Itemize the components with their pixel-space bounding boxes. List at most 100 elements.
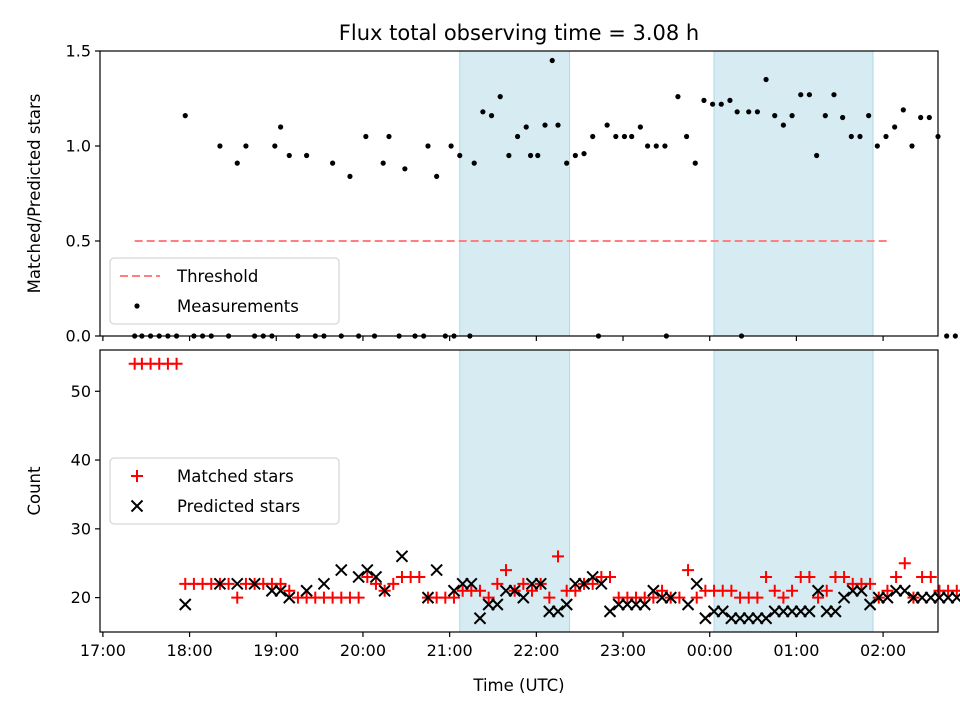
data-point	[803, 605, 816, 618]
data-point	[234, 160, 240, 166]
data-point	[866, 113, 872, 119]
data-point	[772, 113, 778, 119]
chart-title: Flux total observing time = 3.08 h	[339, 21, 699, 45]
data-point	[789, 113, 795, 119]
data-point	[352, 570, 365, 584]
data-point	[361, 570, 374, 583]
data-point	[465, 577, 478, 591]
data-point	[243, 143, 249, 149]
data-point	[526, 584, 539, 597]
data-point	[543, 591, 556, 604]
y-tick-label: 0.0	[66, 327, 91, 346]
data-point	[569, 584, 582, 597]
data-point	[170, 357, 183, 370]
data-point	[909, 143, 915, 149]
data-point	[718, 101, 724, 107]
data-point	[863, 598, 877, 611]
data-point	[272, 143, 278, 149]
legend-marker	[130, 499, 144, 513]
data-point	[629, 133, 635, 140]
data-point	[898, 584, 911, 597]
y-tick-label: 20	[71, 588, 91, 607]
data-point	[881, 591, 894, 604]
legend: Threshold Measurements	[109, 257, 340, 325]
data-point	[883, 133, 889, 140]
shaded-interval	[713, 50, 874, 337]
data-point	[768, 584, 781, 597]
legend: Matched stars Predicted stars	[109, 457, 340, 525]
data-point	[840, 114, 846, 121]
data-point	[814, 152, 820, 159]
data-point	[471, 160, 477, 166]
data-point	[535, 152, 541, 159]
data-point	[786, 584, 799, 597]
shaded-interval	[459, 50, 571, 337]
data-point	[369, 570, 383, 584]
x-tick-label: 00:00	[687, 641, 733, 660]
x-tick-label: 23:00	[600, 641, 646, 660]
data-point	[952, 333, 958, 339]
panel-ratio: 0.0 0.5 1.0 1.5 Matched/Predicted stars Flux …	[25, 21, 958, 346]
data-point	[699, 612, 712, 625]
data-point	[347, 173, 353, 179]
data-point	[552, 550, 565, 563]
panel-count: 20 30 40 50 17:00 18:00 19:00 20:00 21:00 22:00 23…	[25, 349, 960, 695]
data-point	[653, 143, 659, 149]
data-point	[727, 97, 733, 103]
data-point	[551, 605, 565, 618]
data-point	[812, 591, 825, 604]
y-axis-label: Matched/Predicted stars	[25, 94, 44, 294]
data-point	[924, 570, 937, 583]
data-point	[855, 584, 868, 597]
data-point	[754, 109, 760, 115]
data-point	[881, 584, 894, 597]
data-point	[213, 577, 227, 591]
series-measurements	[132, 57, 958, 339]
data-point	[564, 160, 570, 166]
x-tick-label: 02:00	[860, 641, 906, 660]
data-point	[517, 591, 530, 604]
data-point	[447, 584, 461, 597]
legend-label: Predicted stars	[177, 497, 300, 516]
data-point	[725, 584, 738, 597]
data-point	[811, 584, 825, 597]
data-point	[549, 57, 555, 64]
data-point	[421, 591, 435, 604]
data-point	[222, 577, 235, 590]
data-point	[278, 124, 284, 130]
data-point	[675, 94, 681, 100]
data-point	[604, 122, 610, 128]
data-point	[491, 577, 504, 590]
data-point	[361, 563, 374, 577]
data-point	[380, 160, 386, 166]
data-point	[413, 570, 426, 583]
data-point	[621, 133, 628, 140]
data-point	[560, 598, 573, 611]
x-tick-label: 19:00	[253, 641, 299, 660]
data-point	[734, 109, 740, 115]
data-point	[806, 92, 813, 98]
x-tick-label: 22:00	[513, 641, 559, 660]
data-point	[690, 591, 703, 604]
data-point	[637, 124, 643, 130]
data-point	[603, 605, 617, 618]
y-axis-label: Count	[25, 466, 44, 516]
data-point	[330, 160, 336, 166]
legend-box	[109, 257, 340, 325]
data-point	[182, 113, 188, 119]
shaded-interval	[713, 349, 874, 633]
legend-box	[109, 457, 340, 525]
data-point	[586, 570, 599, 584]
data-point	[898, 557, 911, 570]
data-point	[746, 109, 752, 115]
y-tick-label: 50	[71, 382, 91, 401]
data-point	[286, 152, 292, 159]
data-point	[644, 143, 651, 149]
x-tick-label: 17:00	[80, 641, 126, 660]
data-point	[283, 591, 296, 604]
data-point	[838, 570, 851, 583]
data-point	[572, 152, 578, 159]
data-point	[864, 577, 877, 590]
data-point	[363, 133, 369, 140]
data-point	[759, 612, 773, 625]
